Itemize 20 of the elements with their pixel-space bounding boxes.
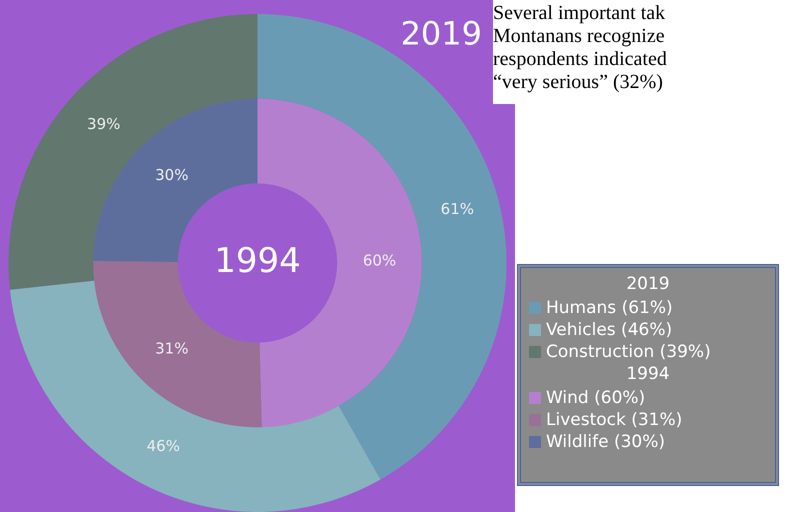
legend-label: Humans (61%) xyxy=(546,298,673,318)
data-label: 39% xyxy=(87,114,120,133)
slice-label: 1994 xyxy=(214,240,301,281)
data-label: 30% xyxy=(155,166,188,184)
data-label: 31% xyxy=(155,340,188,358)
legend-label: Livestock (31%) xyxy=(546,410,682,430)
legend-label: Wind (60%) xyxy=(546,388,646,408)
text: “very serious” (32%) xyxy=(493,71,664,94)
data-label: 60% xyxy=(362,251,396,270)
data-label: 46% xyxy=(146,436,180,455)
legend-label: Wildlife (30%) xyxy=(546,432,666,452)
data-label: 61% xyxy=(440,200,474,218)
text: Several important tak xyxy=(493,2,666,25)
text: 2019 xyxy=(626,274,670,294)
text: Montanans recognize xyxy=(493,25,666,48)
legend-label: Construction (39%) xyxy=(546,342,711,362)
text: 1994 xyxy=(626,364,670,384)
text: respondents indicated xyxy=(493,48,668,71)
slice-label: 2019 xyxy=(400,14,482,52)
legend-label: Vehicles (46%) xyxy=(546,320,672,340)
